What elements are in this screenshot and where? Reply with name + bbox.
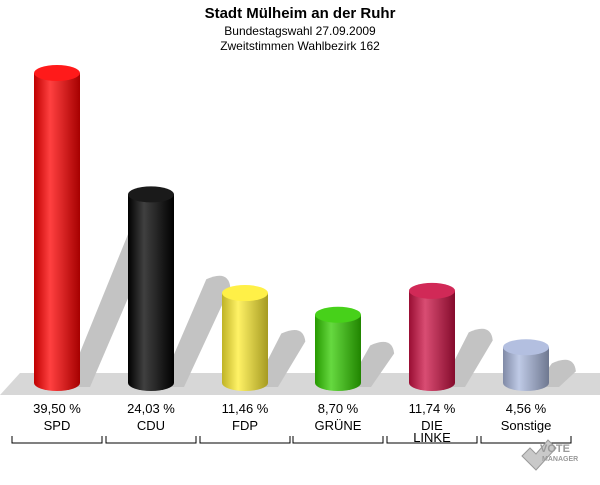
chart-subtitle-2: Zweitstimmen Wahlbezirk 162 [220, 39, 380, 53]
bar-spd [34, 73, 80, 391]
bar-cdu [128, 194, 174, 391]
bar-cap-0 [34, 65, 80, 81]
logo-text: VOTE [540, 443, 570, 455]
bar-cap-1 [128, 186, 174, 203]
category-label: GRÜNE [315, 418, 362, 433]
category-bracket [105, 436, 197, 444]
category-label: DIE [421, 418, 443, 433]
category-bracket [386, 436, 478, 444]
bar-shadow-1 [160, 275, 231, 387]
bars [34, 65, 549, 391]
category-label: CDU [137, 418, 165, 433]
category-label: FDP [232, 418, 258, 433]
bar-cap-2 [222, 285, 268, 302]
bar-die-linke [409, 290, 455, 391]
value-label: 11,46 % [222, 401, 269, 416]
checkmark-icon [521, 439, 557, 471]
chart-subtitle: Bundestagswahl 27.09.2009 [224, 24, 376, 38]
chart-title: Stadt Mülheim an der Ruhr [205, 5, 396, 22]
category-bracket [292, 436, 384, 444]
value-label: 39,50 % [33, 401, 81, 416]
category-bracket [480, 436, 572, 444]
value-labels: 39,50 % 24,03 % 11,46 % 8,70 % 11,74 % 4,56 % [33, 401, 547, 416]
bar-cap-4 [409, 282, 455, 299]
value-label: 8,70 % [318, 401, 359, 416]
bar-sonstige [503, 347, 549, 391]
category-label: SPD [44, 418, 71, 433]
value-label: 4,56 % [506, 401, 547, 416]
category-bracket [199, 436, 291, 444]
category-bracket [11, 436, 103, 444]
category-label: Sonstige [501, 418, 552, 433]
vote-manager-logo: VOTE MANAGER [521, 439, 578, 471]
bar-cap-5 [503, 339, 549, 356]
logo-subtext: MANAGER [542, 456, 578, 463]
value-label: 11,74 % [409, 401, 456, 416]
bar-fdp [222, 293, 268, 391]
value-label: 24,03 % [127, 401, 175, 416]
category-label: LINKE [413, 430, 451, 445]
bar-cap-3 [315, 306, 361, 323]
bar-grüne [315, 314, 361, 391]
